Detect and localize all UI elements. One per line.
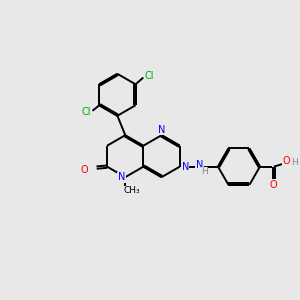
Text: H: H [291, 158, 298, 167]
Text: O: O [282, 156, 290, 167]
Text: N: N [158, 124, 165, 135]
Text: N: N [182, 162, 189, 172]
Text: O: O [270, 180, 278, 190]
Text: Cl: Cl [82, 107, 91, 117]
Text: N: N [196, 160, 203, 170]
Text: Cl: Cl [145, 71, 154, 81]
Text: O: O [80, 165, 88, 175]
Text: H: H [201, 167, 208, 176]
Text: CH₃: CH₃ [124, 186, 140, 195]
Text: N: N [118, 172, 125, 182]
